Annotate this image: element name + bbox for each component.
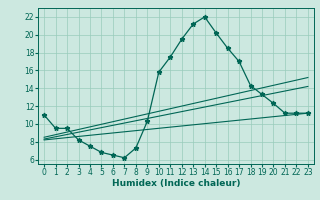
- X-axis label: Humidex (Indice chaleur): Humidex (Indice chaleur): [112, 179, 240, 188]
